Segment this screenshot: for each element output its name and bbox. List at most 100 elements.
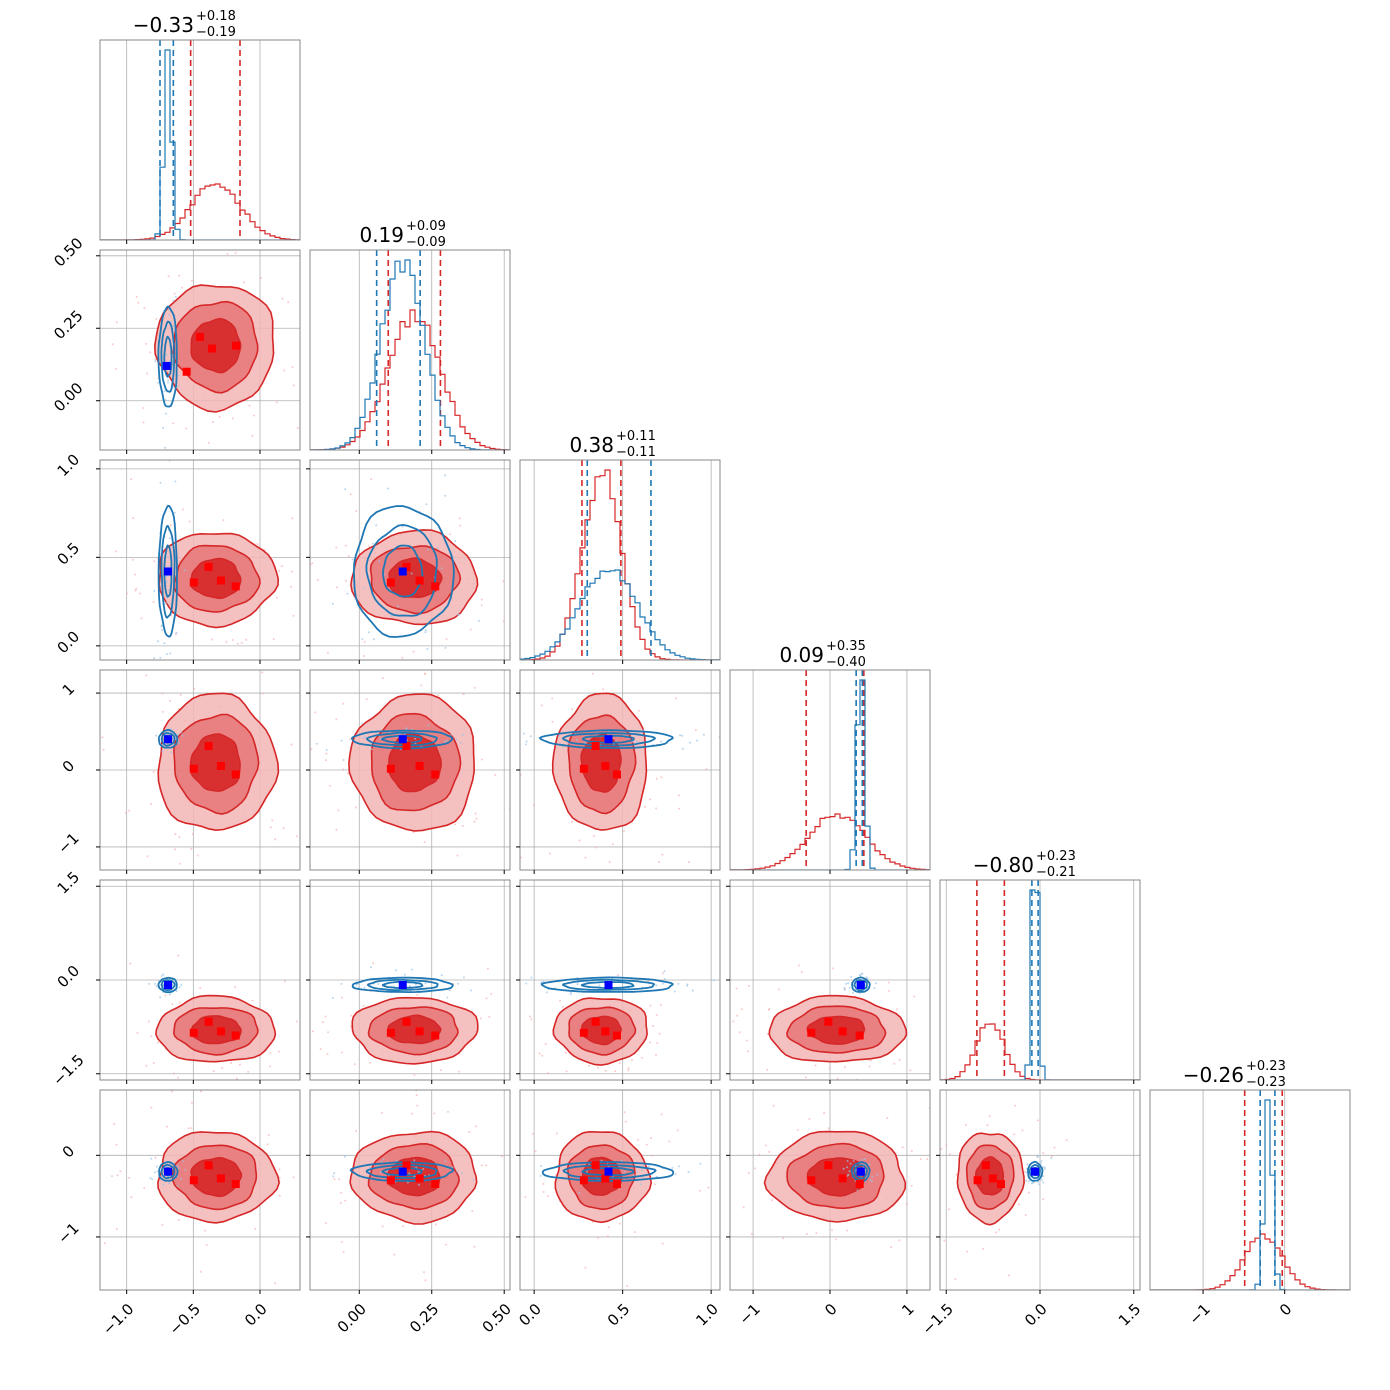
sample-point — [1042, 1198, 1045, 1201]
panel-content — [101, 671, 300, 865]
sample-point — [150, 1106, 153, 1109]
contour-blue — [538, 729, 674, 749]
marker-red — [612, 1180, 621, 1189]
sample-point — [674, 1173, 677, 1176]
sample-point — [416, 1104, 419, 1107]
sample-point — [190, 847, 193, 850]
sample-point — [307, 1194, 309, 1196]
sample-point — [982, 1247, 985, 1250]
sample-point — [252, 414, 255, 417]
sample-point — [524, 1196, 527, 1199]
sample-point — [290, 743, 293, 746]
sample-point — [583, 741, 586, 744]
sample-point — [234, 252, 237, 255]
sample-point — [606, 1235, 609, 1238]
sample-point — [861, 1158, 864, 1161]
sample-point — [859, 974, 862, 977]
sample-point — [329, 784, 331, 787]
sample-point — [324, 1015, 327, 1018]
sample-point — [161, 974, 163, 977]
sample-point — [679, 734, 681, 737]
x-tick-label: 0 — [1276, 1300, 1295, 1319]
panel-title-value: −0.80 — [973, 853, 1034, 877]
sample-point — [422, 1168, 425, 1171]
sample-point — [532, 804, 535, 807]
contour-blue — [561, 978, 656, 991]
marker-blue — [398, 981, 407, 989]
sample-point — [524, 743, 527, 746]
sample-point — [870, 1180, 873, 1183]
sample-point — [485, 1164, 488, 1167]
sample-point — [162, 1184, 165, 1186]
sample-point — [461, 1172, 463, 1175]
sample-point — [331, 602, 334, 605]
panel-content — [730, 1104, 930, 1249]
sample-point — [207, 441, 210, 444]
y-tick-label: 0 — [59, 1142, 78, 1161]
y-tick-label: 0.0 — [54, 628, 84, 658]
sample-point — [408, 1172, 411, 1175]
marker-red — [204, 1161, 213, 1170]
sample-point — [172, 422, 175, 425]
contour-blue — [352, 505, 455, 638]
x-tick-label: −1 — [735, 1300, 763, 1328]
sample-point — [363, 655, 366, 657]
sample-point — [594, 846, 597, 849]
x-tick-label: 0.0 — [515, 1300, 545, 1330]
sample-point — [161, 629, 163, 632]
sample-point — [326, 1053, 329, 1055]
sample-point — [608, 860, 611, 863]
sample-point — [174, 833, 177, 836]
panel-frame — [309, 1089, 511, 1291]
sample-point — [844, 1066, 846, 1069]
sample-point — [938, 995, 940, 997]
sample-point — [81, 621, 83, 623]
sample-point — [856, 1189, 859, 1192]
sample-point — [588, 1064, 591, 1067]
sample-point — [191, 833, 194, 836]
sample-point — [753, 1167, 756, 1170]
sample-point — [413, 1073, 416, 1076]
sample-point — [401, 656, 404, 659]
sample-point — [131, 558, 134, 561]
sample-point — [427, 724, 430, 727]
sample-point — [248, 404, 251, 407]
sample-point — [633, 1174, 635, 1177]
sample-point — [725, 750, 727, 752]
sample-point — [177, 1076, 179, 1079]
sample-point — [876, 1173, 879, 1176]
sample-point — [893, 1062, 896, 1065]
sample-point — [815, 1232, 818, 1235]
marker-red — [189, 1028, 198, 1037]
sample-point — [337, 809, 340, 812]
x-tick-label: −1 — [1185, 1300, 1213, 1328]
sample-point — [511, 746, 513, 748]
sample-point — [592, 672, 594, 675]
sample-point — [676, 1129, 679, 1132]
marker-red — [415, 1027, 424, 1036]
sample-point — [367, 631, 370, 634]
sample-point — [377, 983, 380, 985]
sample-point — [303, 632, 305, 634]
panel-background — [1150, 1090, 1350, 1290]
sample-point — [152, 770, 155, 773]
sample-point — [1024, 1213, 1027, 1216]
sample-point — [344, 488, 347, 491]
sample-point — [145, 1064, 148, 1067]
histogram-blue — [310, 259, 510, 450]
sample-point — [426, 647, 429, 650]
panel-0-0: −0.33 +0.18−0.19 — [99, 9, 301, 244]
sample-point — [372, 638, 375, 641]
sample-point — [231, 639, 234, 641]
sample-point — [436, 694, 439, 697]
panel-5-1: 0.00 0.25 0.50 — [306, 1089, 515, 1336]
y-tick-label: 0.00 — [50, 379, 86, 415]
sample-point — [168, 993, 171, 996]
panel-content — [310, 250, 510, 450]
contour-blue — [382, 544, 424, 598]
sample-point — [868, 1065, 871, 1068]
sample-point — [134, 573, 136, 576]
sample-point — [410, 1112, 413, 1115]
sample-point — [742, 1206, 745, 1209]
sample-point — [164, 994, 167, 997]
